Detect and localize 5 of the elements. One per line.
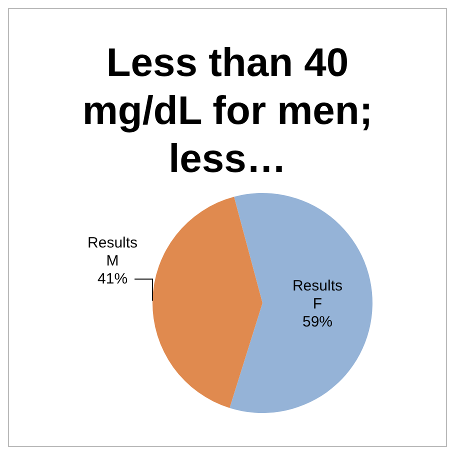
- slice-label: Results M: [88, 234, 138, 270]
- slice-label: Results F: [292, 277, 343, 312]
- chart-title: Less than 40 mg/dL for men; less…: [81, 40, 374, 183]
- data-label: 41%: [98, 270, 128, 288]
- data-label: 59%: [302, 313, 333, 330]
